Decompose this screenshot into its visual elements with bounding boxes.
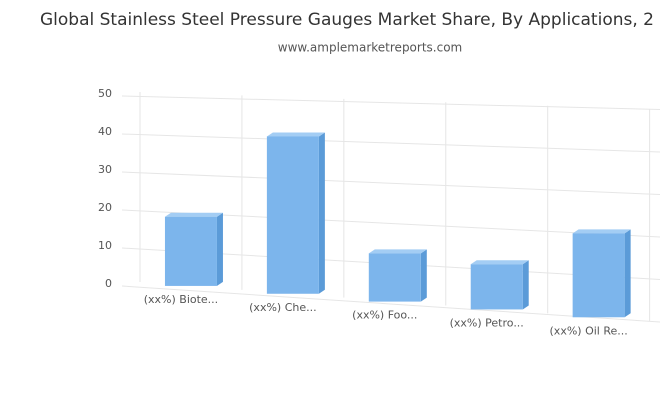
grid-line [121, 95, 660, 110]
chart-title: Global Stainless Steel Pressure Gauges M… [40, 10, 654, 30]
x-tick-label: (xx%) Foo... [352, 309, 417, 322]
grid-line [121, 133, 660, 153]
bar-side [420, 249, 427, 302]
bar-side [318, 132, 325, 294]
bar [266, 132, 325, 294]
y-tick-label: 30 [98, 163, 112, 176]
x-tick-label: (xx%) Che... [249, 301, 316, 314]
bar-front [266, 136, 319, 294]
y-tick-label: 0 [105, 277, 112, 290]
bar [368, 249, 427, 302]
bar [470, 260, 529, 310]
grid-line [121, 171, 660, 195]
x-tick-label: (xx%) Biote... [144, 293, 218, 306]
bar-side [624, 229, 631, 318]
bar-top [266, 132, 325, 137]
bar-top [164, 212, 223, 217]
y-tick-label: 50 [98, 87, 112, 100]
bar-front [470, 264, 523, 310]
bar-top [368, 249, 427, 254]
bar-side [216, 212, 223, 286]
y-tick-label: 40 [98, 125, 112, 138]
bar-front [572, 233, 625, 318]
chart-subtitle: www.amplemarketreports.com [278, 41, 462, 55]
bar-top [572, 229, 631, 234]
bar [164, 212, 223, 286]
bar-side [522, 260, 529, 310]
x-tick-label: (xx%) Oil Re... [550, 324, 628, 337]
x-tick-label: (xx%) Petro... [450, 316, 524, 329]
y-tick-label: 10 [98, 239, 112, 252]
bar [572, 229, 631, 318]
bar-top [470, 260, 529, 265]
grid-line [121, 285, 660, 323]
bar-front [164, 216, 217, 286]
y-tick-label: 20 [98, 201, 112, 214]
bar-front [368, 253, 421, 302]
